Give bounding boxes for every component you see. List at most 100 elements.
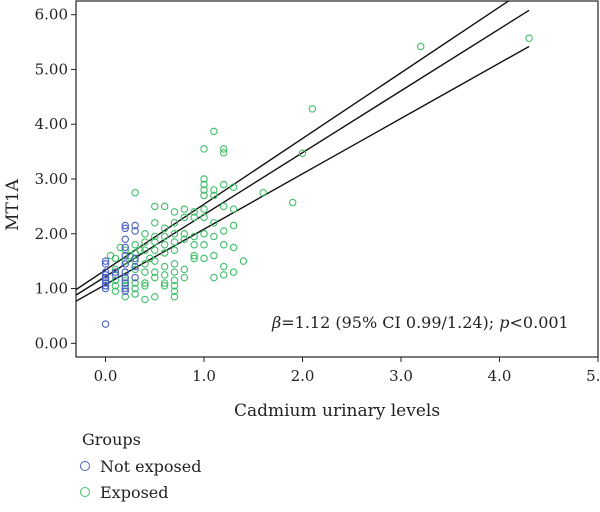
point-exposed <box>200 240 208 249</box>
point-exposed <box>190 251 198 260</box>
point-exposed <box>210 273 218 282</box>
point-exposed <box>229 221 238 230</box>
point-exposed <box>170 293 179 301</box>
point-not-exposed <box>121 279 129 287</box>
point-exposed <box>180 265 189 274</box>
point-exposed <box>141 282 149 290</box>
data-points <box>101 34 533 328</box>
point-not-exposed <box>101 320 110 328</box>
point-exposed <box>151 238 159 246</box>
point-exposed <box>141 279 149 287</box>
point-exposed <box>141 230 149 238</box>
point-exposed <box>259 188 267 197</box>
point-exposed <box>121 276 129 285</box>
y-axis-ticks: 0.00 1.00 2.00 3.00 4.00 5.00 6.00 <box>35 6 76 352</box>
point-exposed <box>190 208 198 216</box>
point-exposed <box>131 284 139 293</box>
point-exposed <box>170 230 179 238</box>
point-exposed <box>416 42 425 51</box>
point-not-exposed <box>131 227 139 235</box>
point-not-exposed <box>101 260 110 268</box>
point-exposed <box>116 243 125 252</box>
x-axis-ticks: 0.0 1.0 2.0 3.0 4.0 5.0 <box>94 357 600 385</box>
ci-upper-line <box>76 1 510 291</box>
point-exposed <box>200 213 208 222</box>
point-exposed <box>131 290 139 298</box>
point-not-exposed <box>121 221 129 230</box>
point-exposed <box>219 180 228 189</box>
point-exposed <box>111 265 120 274</box>
point-exposed <box>219 262 228 271</box>
point-exposed <box>219 148 228 157</box>
point-exposed <box>210 219 218 227</box>
point-exposed <box>239 257 248 265</box>
point-exposed <box>210 232 218 241</box>
fit-line <box>76 9 530 296</box>
stats-annotation: β=1.12 (95% CI 0.99/1.24); p<0.001 <box>271 313 569 332</box>
y-axis-label: MT1A <box>3 178 23 231</box>
point-exposed <box>219 202 228 211</box>
x-tick-label: 3.0 <box>389 367 413 385</box>
point-exposed <box>160 271 169 279</box>
point-exposed <box>151 293 159 301</box>
point-exposed <box>111 287 120 296</box>
point-exposed <box>121 282 129 290</box>
point-exposed <box>170 208 179 216</box>
point-not-exposed <box>121 273 129 282</box>
point-exposed <box>111 276 120 285</box>
point-not-exposed <box>121 224 129 233</box>
point-not-exposed <box>101 279 110 287</box>
point-exposed <box>200 230 208 238</box>
point-exposed <box>170 276 179 285</box>
x-tick-label: 5.0 <box>586 367 600 385</box>
legend-title: Groups <box>82 430 141 449</box>
point-not-exposed <box>121 268 129 276</box>
point-not-exposed <box>121 260 129 268</box>
legend-item-exposed: Exposed <box>78 479 201 505</box>
point-exposed <box>131 279 139 287</box>
x-tick-label: 0.0 <box>94 367 118 385</box>
point-exposed <box>200 145 208 153</box>
point-exposed <box>141 268 149 276</box>
point-exposed <box>210 127 218 136</box>
point-not-exposed <box>121 251 129 260</box>
point-exposed <box>200 180 208 189</box>
y-tick-label: 4.00 <box>35 115 68 133</box>
point-exposed <box>131 188 139 197</box>
legend-label-not-exposed: Not exposed <box>100 456 202 476</box>
beta-symbol: β <box>271 313 281 332</box>
point-not-exposed <box>131 221 139 230</box>
point-not-exposed <box>101 276 110 285</box>
point-exposed <box>210 251 218 260</box>
point-exposed <box>151 273 159 282</box>
point-exposed <box>229 183 238 191</box>
y-tick-label: 5.00 <box>35 60 68 78</box>
point-exposed <box>131 240 139 249</box>
point-exposed <box>160 224 169 233</box>
point-not-exposed <box>121 284 129 293</box>
point-not-exposed <box>131 262 139 271</box>
point-exposed <box>219 145 228 153</box>
point-exposed <box>121 257 129 265</box>
point-exposed <box>210 186 218 194</box>
point-exposed <box>200 254 208 263</box>
point-exposed <box>151 232 159 241</box>
point-exposed <box>180 235 189 243</box>
legend-item-not-exposed: Not exposed <box>78 453 201 479</box>
y-tick-label: 3.00 <box>35 170 68 188</box>
point-exposed <box>200 175 208 183</box>
point-exposed <box>200 205 208 213</box>
point-exposed <box>141 260 149 268</box>
point-exposed <box>160 282 169 290</box>
point-exposed <box>219 240 228 249</box>
point-exposed <box>111 282 120 290</box>
point-not-exposed <box>131 254 139 263</box>
point-exposed <box>160 249 169 257</box>
legend-marker-exposed <box>80 487 90 497</box>
point-exposed <box>180 205 189 213</box>
point-exposed <box>200 191 208 200</box>
p-text: <0.001 <box>510 313 569 332</box>
point-exposed <box>180 273 189 282</box>
ci-lower-line <box>76 45 530 302</box>
